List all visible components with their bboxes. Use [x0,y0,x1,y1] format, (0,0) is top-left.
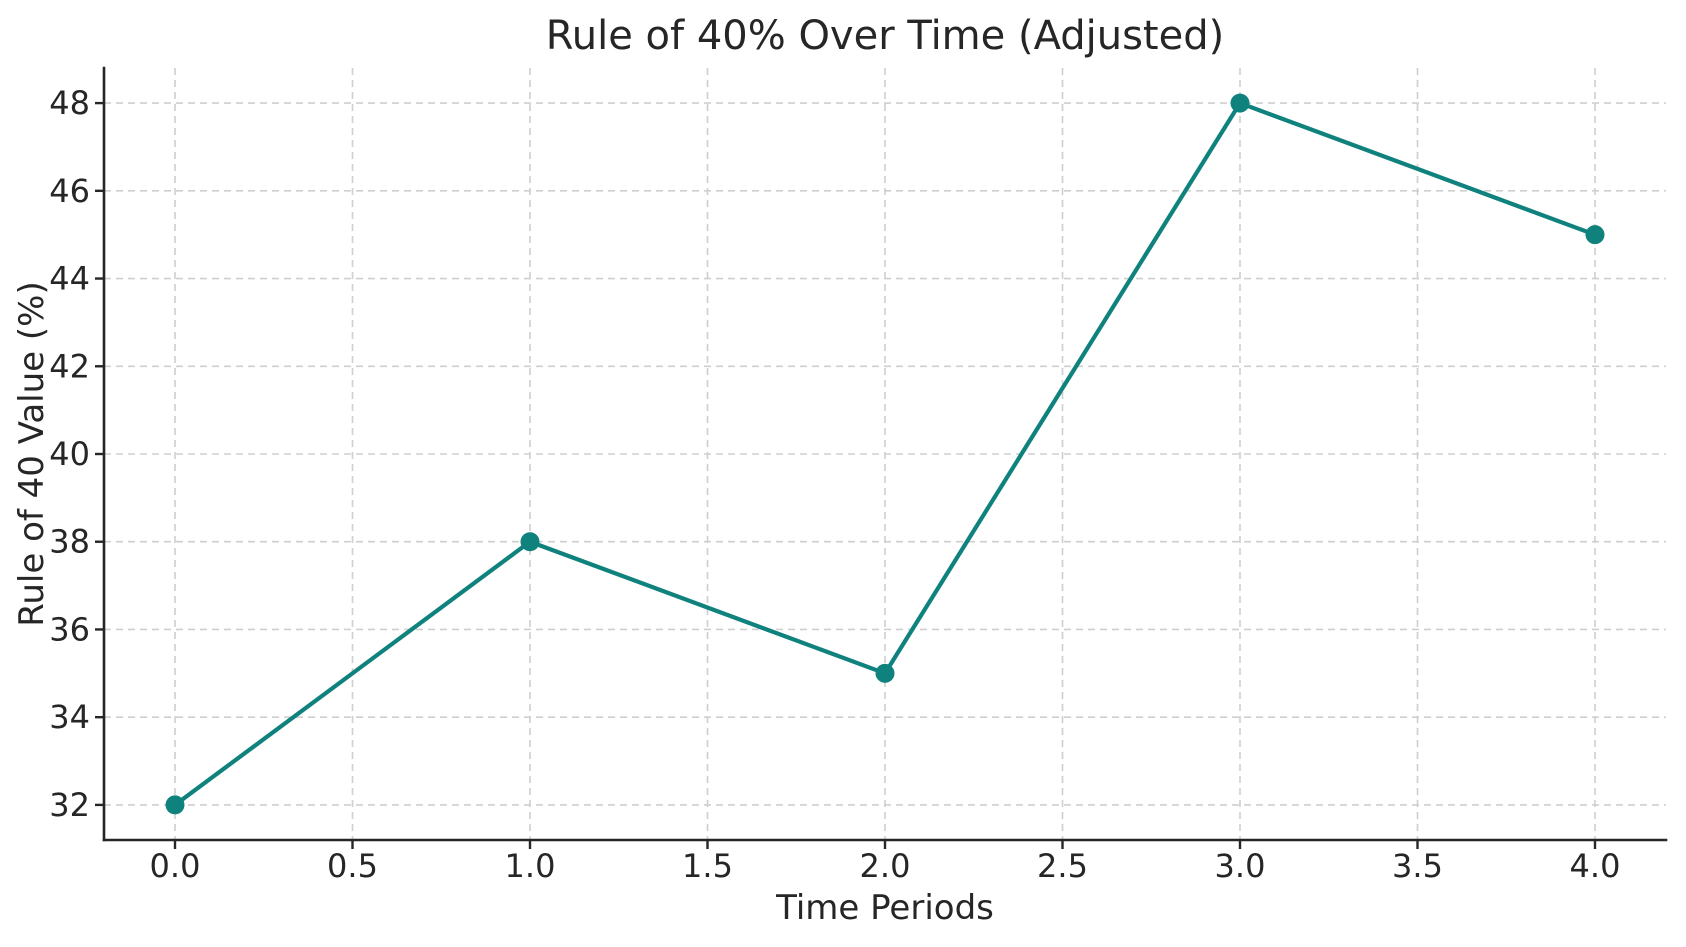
y-axis-label: Rule of 40 Value (%) [12,281,52,627]
x-tick-label: 1.0 [505,847,556,885]
data-point [520,532,540,552]
y-tick-label: 38 [49,523,90,561]
grid [104,68,1666,840]
data-point [165,795,185,815]
y-tick-label: 32 [49,786,90,824]
chart-title: Rule of 40% Over Time (Adjusted) [545,13,1225,59]
data-point [1585,225,1605,245]
tick-labels: 0.0 0.5 1.0 1.5 2.0 2.5 3.0 3.5 4.0 32 34 36 38 40 42 4… [49,84,1620,885]
x-tick-label: 1.5 [682,847,733,885]
data-point [1230,93,1250,113]
x-tick-label: 0.5 [327,847,378,885]
y-tick-label: 46 [49,172,90,210]
tick-marks [95,101,1597,849]
x-tick-label: 0.0 [150,847,201,885]
x-tick-label: 2.0 [860,847,911,885]
x-tick-label: 4.0 [1570,847,1621,885]
y-tick-label: 34 [49,698,90,736]
x-tick-label: 3.5 [1392,847,1443,885]
y-tick-label: 44 [49,260,90,298]
series-markers [165,93,1605,815]
y-tick-label: 36 [49,610,90,648]
y-tick-label: 48 [49,84,90,122]
x-tick-label: 3.0 [1215,847,1266,885]
y-tick-label: 40 [49,435,90,473]
x-axis-label: Time Periods [776,888,994,928]
y-tick-label: 42 [49,347,90,385]
x-tick-label: 2.5 [1037,847,1088,885]
data-point [875,663,895,683]
